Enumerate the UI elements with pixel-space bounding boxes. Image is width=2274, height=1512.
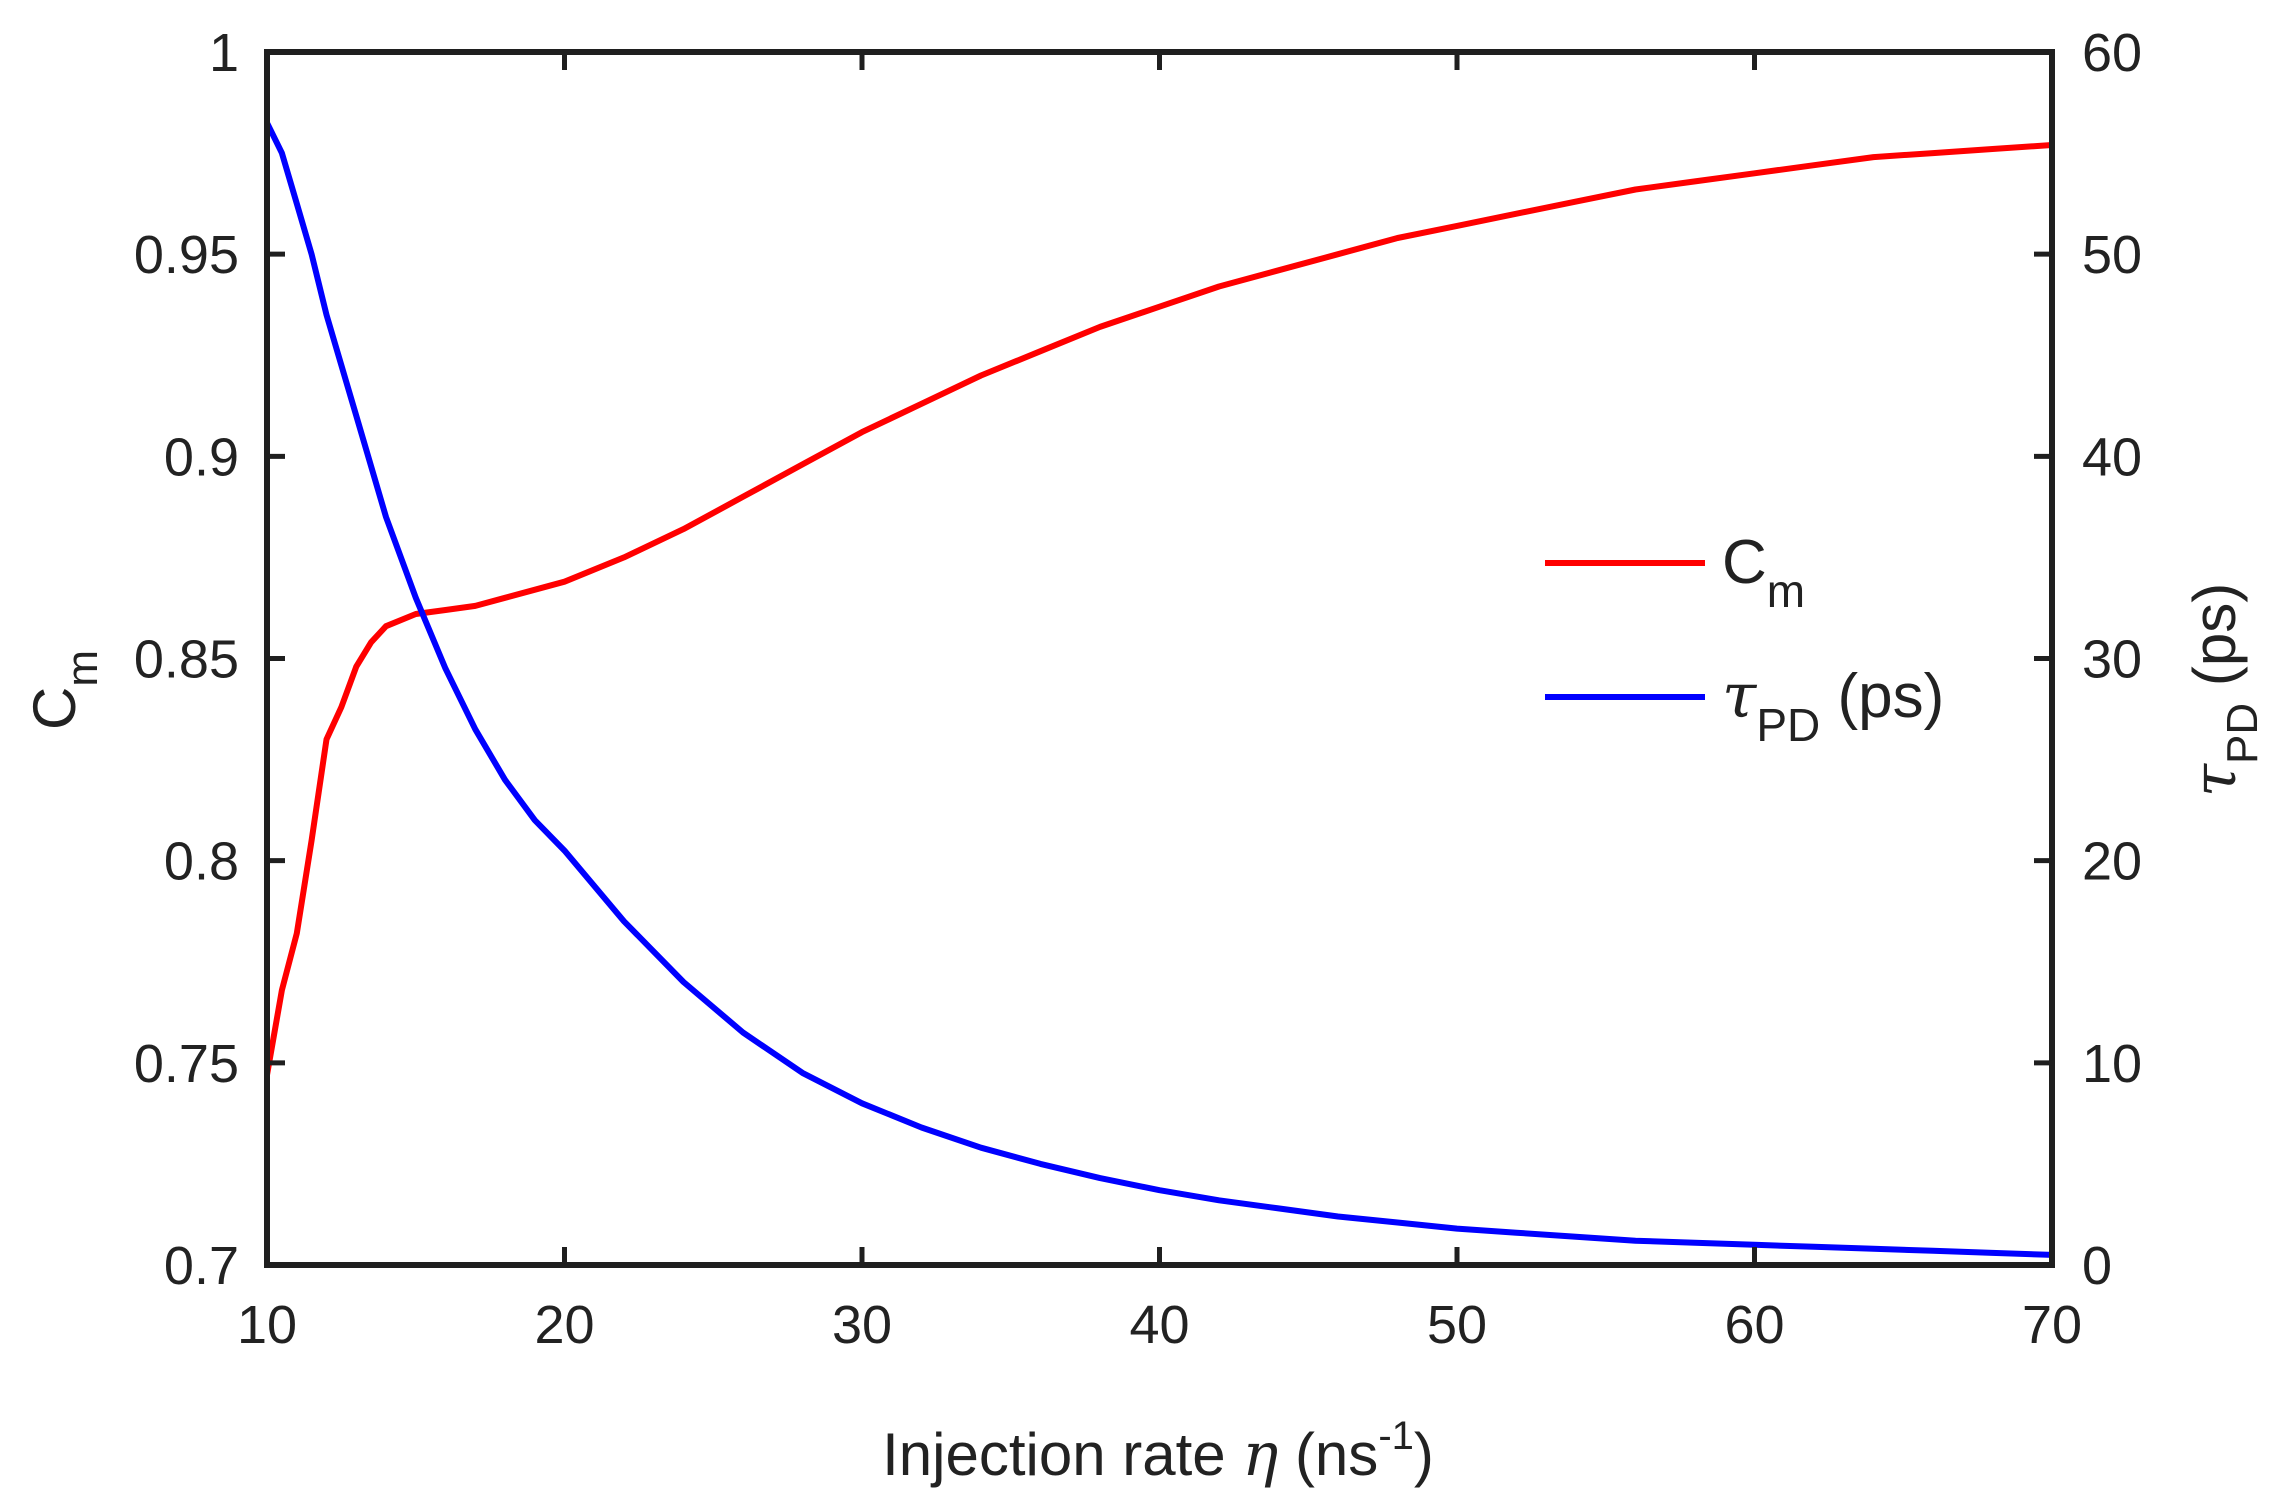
- series-line-1: [264, 121, 2053, 1258]
- left-y-axis-ticks: 0.7 0.75 0.8 0.85 0.9 0.95 1: [134, 23, 285, 1296]
- right-tick-label: 10: [2082, 1034, 2142, 1094]
- x-tick-label: 60: [1724, 1295, 1784, 1355]
- right-y-axis-ticks: 0 10 20 30 40 50 60: [2034, 23, 2142, 1296]
- x-tick-label: 70: [2022, 1295, 2082, 1355]
- plot-frame: [264, 49, 2055, 1268]
- left-tick-label: 0.7: [164, 1236, 239, 1296]
- left-tick-label: 0.85: [134, 630, 239, 690]
- legend-label-tau: τPD (ps): [1722, 659, 1944, 751]
- x-tick-label: 20: [534, 1295, 594, 1355]
- left-tick-label: 0.95: [134, 225, 239, 285]
- right-tick-label: 40: [2082, 427, 2142, 487]
- left-y-axis-label: Cm: [21, 650, 107, 730]
- x-tick-label: 40: [1129, 1295, 1189, 1355]
- right-tick-label: 30: [2082, 630, 2142, 690]
- x-axis-ticks: 10 20 30 40 50 60 70: [237, 52, 2082, 1355]
- right-tick-label: 60: [2082, 23, 2142, 83]
- legend-label-cm: Cm: [1722, 528, 1805, 617]
- x-axis-label: Injection rate η (ns-1): [882, 1414, 1434, 1490]
- x-tick-label: 50: [1427, 1295, 1487, 1355]
- legend: Cm τPD (ps): [1545, 528, 1944, 751]
- x-tick-label: 30: [832, 1295, 892, 1355]
- plot-lines: [264, 121, 2053, 1258]
- series-line-0: [264, 142, 2053, 1076]
- right-tick-label: 20: [2082, 832, 2142, 892]
- left-tick-label: 0.8: [164, 832, 239, 892]
- left-tick-label: 0.9: [164, 427, 239, 487]
- x-tick-label: 10: [237, 1295, 297, 1355]
- right-tick-label: 50: [2082, 225, 2142, 285]
- left-tick-label: 1: [209, 23, 239, 83]
- left-tick-label: 0.75: [134, 1034, 239, 1094]
- right-tick-label: 0: [2082, 1236, 2112, 1296]
- right-y-axis-label: τPD (ps): [2180, 583, 2267, 797]
